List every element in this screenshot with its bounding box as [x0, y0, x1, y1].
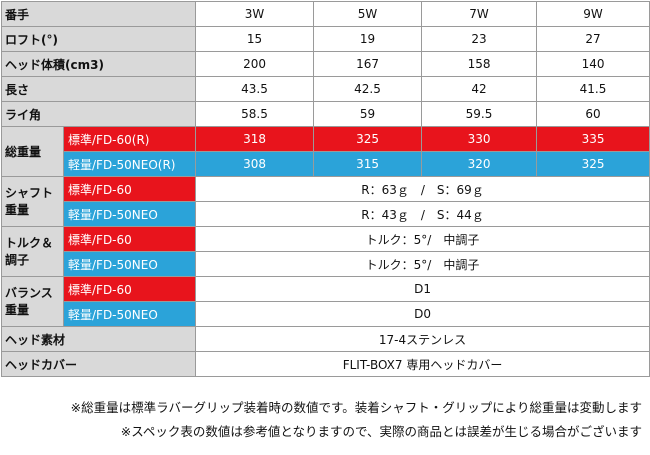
table-cell: 42.5 [313, 76, 423, 102]
table-cell: 60 [536, 101, 650, 127]
table-cell: 318 [195, 126, 315, 152]
table-cell: 23 [421, 26, 538, 52]
table-row-balance-light: 軽量/FD-50NEO D0 [2, 301, 650, 327]
volume-label: ヘッド体積(cm3) [0, 51, 197, 77]
table-cell: 308 [195, 151, 315, 177]
table-cell: 15 [195, 26, 315, 52]
table-cell: 41.5 [536, 76, 650, 102]
balance-label-line1: バランス [5, 285, 53, 300]
shaft-weight-label: シャフト 重量 [1, 176, 64, 227]
table-cell: R：43ｇ / S：44ｇ [195, 201, 650, 227]
torque-label-line2: 調子 [5, 252, 30, 267]
table-cell: 335 [536, 126, 650, 152]
table-row-total-weight-light: 軽量/FD-50NEO(R) 308 315 320 325 [2, 151, 650, 177]
light-shaft-label: 軽量/FD-50NEO [62, 251, 197, 277]
torque-label: トルク＆ 調子 [1, 226, 64, 277]
table-cell: 43.5 [195, 76, 315, 102]
light-shaft-label: 軽量/FD-50NEO(R) [62, 151, 197, 177]
table-row-lie: ライ角 58.5 59 59.5 60 [0, 101, 650, 127]
note-reference-values: ※スペック表の数値は参考値となりますので、実際の商品とは誤差が生じる場合がござい… [120, 424, 642, 439]
table-cell: 320 [421, 151, 538, 177]
head-cover-label: ヘッドカバー [0, 351, 197, 377]
table-cell: トルク：5°/ 中調子 [195, 251, 650, 277]
table-cell: 315 [313, 151, 423, 177]
model-7w: 7W [421, 1, 538, 27]
shaft-weight-label-line1: シャフト [5, 185, 54, 200]
total-weight-label: 総重量 [1, 126, 64, 177]
table-row-loft: ロフト(°) 15 19 23 27 [0, 26, 650, 52]
table-cell: FLIT-BOX7 専用ヘッドカバー [195, 351, 650, 377]
standard-shaft-label: 標準/FD-60 [62, 276, 197, 302]
table-cell: 140 [536, 51, 650, 77]
head-material-label: ヘッド素材 [0, 326, 197, 352]
model-3w: 3W [195, 1, 315, 27]
table-cell: 19 [313, 26, 423, 52]
table-cell: 17-4ステンレス [195, 326, 650, 352]
table-cell: 27 [536, 26, 650, 52]
lie-label: ライ角 [0, 101, 197, 127]
table-row-volume: ヘッド体積(cm3) 200 167 158 140 [0, 51, 650, 77]
balance-label-line2: 重量 [5, 302, 30, 317]
model-header: 番手 [0, 1, 197, 27]
table-row-model: 番手 3W 5W 7W 9W [0, 1, 650, 27]
torque-label-line1: トルク＆ [5, 235, 54, 250]
table-cell: 158 [421, 51, 538, 77]
table-cell: D1 [195, 276, 650, 302]
standard-shaft-label: 標準/FD-60(R) [62, 126, 197, 152]
balance-label: バランス 重量 [1, 276, 64, 327]
table-row-total-weight-standard: 総重量 標準/FD-60(R) 318 325 330 335 [1, 126, 650, 177]
table-cell: 42 [421, 76, 538, 102]
shaft-weight-label-line2: 重量 [5, 202, 30, 217]
table-cell: トルク：5°/ 中調子 [195, 226, 650, 252]
table-row-head-cover: ヘッドカバー FLIT-BOX7 専用ヘッドカバー [0, 351, 650, 377]
standard-shaft-label: 標準/FD-60 [62, 226, 197, 252]
table-row-torque-standard: トルク＆ 調子 標準/FD-60 トルク：5°/ 中調子 [1, 226, 650, 277]
table-cell: 59.5 [421, 101, 538, 127]
light-shaft-label: 軽量/FD-50NEO [62, 201, 197, 227]
table-row-shaft-weight-light: 軽量/FD-50NEO R：43ｇ / S：44ｇ [2, 201, 650, 227]
table-cell: 325 [313, 126, 423, 152]
table-cell: 59 [313, 101, 423, 127]
table-cell: 58.5 [195, 101, 315, 127]
table-row-head-material: ヘッド素材 17-4ステンレス [0, 326, 650, 352]
table-cell: 167 [313, 51, 423, 77]
table-row-shaft-weight-standard: シャフト重量 標準/FD-60 R：63ｇ / S：69ｇ [1, 176, 650, 227]
spec-table: 番手 3W 5W 7W 9W ロフト(°) 15 19 23 27 ヘッド体積(… [0, 1, 650, 377]
model-9w: 9W [536, 1, 650, 27]
note-total-weight: ※総重量は標準ラバーグリップ装着時の数値です。装着シャフト・グリップにより総重量… [70, 400, 642, 415]
table-row-length: 長さ 43.5 42.5 42 41.5 [0, 76, 650, 102]
table-row-balance-standard: バランス重量 標準/FD-60 D1 [1, 276, 650, 327]
table-cell: D0 [195, 301, 650, 327]
table-cell: 325 [536, 151, 650, 177]
standard-shaft-label: 標準/FD-60 [62, 176, 197, 202]
light-shaft-label: 軽量/FD-50NEO [62, 301, 197, 327]
table-cell: R：63ｇ / S：69ｇ [195, 176, 650, 202]
model-5w: 5W [313, 1, 423, 27]
table-cell: 200 [195, 51, 315, 77]
table-row-torque-light: 軽量/FD-50NEO トルク：5°/ 中調子 [2, 251, 650, 277]
length-label: 長さ [0, 76, 197, 102]
loft-label: ロフト(°) [0, 26, 197, 52]
table-cell: 330 [421, 126, 538, 152]
